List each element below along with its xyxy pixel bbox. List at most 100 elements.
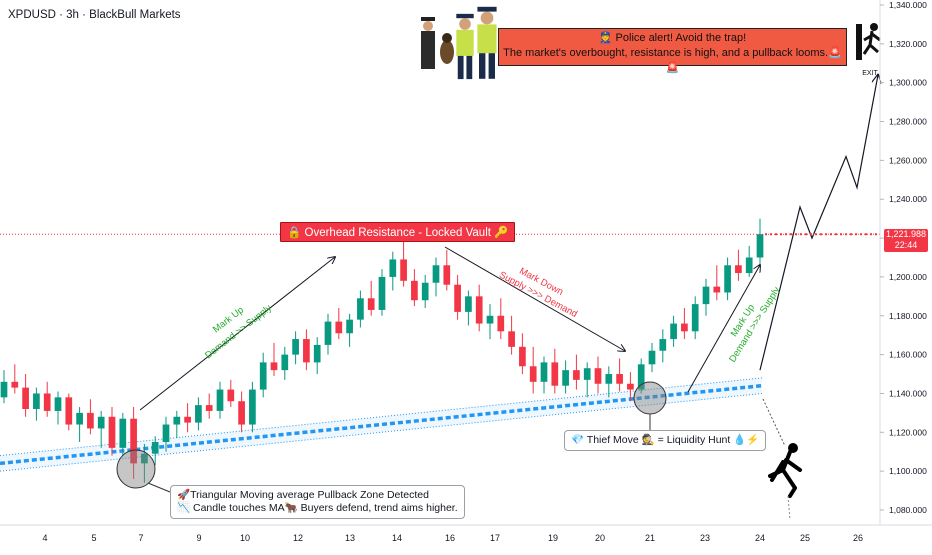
candle bbox=[681, 308, 688, 340]
candle-body bbox=[367, 298, 375, 310]
chart-title: XPDUSD · 3h · BlackBull Markets bbox=[8, 9, 181, 21]
candle bbox=[65, 393, 73, 431]
x-tick-label: 24 bbox=[755, 533, 765, 543]
candle bbox=[411, 269, 418, 307]
figure-leg bbox=[479, 53, 486, 79]
mark-up-arrow-2 bbox=[687, 265, 760, 393]
y-tick-label: 1,280.000 bbox=[889, 117, 927, 127]
candle bbox=[573, 354, 580, 390]
candle-body bbox=[205, 405, 213, 411]
candle bbox=[475, 284, 483, 332]
figure-vest bbox=[477, 24, 497, 54]
candle-body bbox=[562, 370, 569, 386]
candle-body bbox=[659, 339, 667, 351]
candle bbox=[627, 372, 634, 402]
candle bbox=[421, 274, 429, 308]
candle-body bbox=[670, 323, 677, 340]
candle-body bbox=[346, 319, 353, 334]
candle-body bbox=[119, 418, 127, 448]
candle bbox=[389, 251, 397, 291]
figure-vest bbox=[456, 29, 474, 56]
candle bbox=[670, 315, 677, 347]
mark-down-arrow bbox=[444, 246, 625, 351]
candle-body bbox=[303, 339, 310, 363]
y-tick-label: 1,240.000 bbox=[889, 194, 927, 204]
candle-body bbox=[637, 364, 645, 390]
candle bbox=[162, 416, 170, 452]
candle-body bbox=[486, 315, 494, 324]
candle bbox=[249, 381, 256, 433]
candle-body bbox=[238, 401, 245, 425]
candle-body bbox=[33, 393, 40, 409]
candle-body bbox=[454, 284, 461, 312]
candle bbox=[335, 308, 343, 340]
x-tick-label: 16 bbox=[445, 533, 455, 543]
x-tick-label: 10 bbox=[240, 533, 250, 543]
candle bbox=[313, 337, 321, 375]
candle-body bbox=[87, 412, 94, 429]
candle bbox=[616, 358, 623, 392]
candle-body bbox=[227, 389, 235, 402]
tma-annotation: 🚀Triangular Moving average Pullback Zone… bbox=[170, 485, 465, 519]
candle-body bbox=[281, 354, 289, 371]
candle bbox=[637, 358, 645, 394]
candle bbox=[43, 381, 51, 417]
dog-body bbox=[440, 40, 454, 64]
x-tick-label: 26 bbox=[853, 533, 863, 543]
exit-icon: EXIT bbox=[856, 23, 881, 77]
candle-body bbox=[400, 259, 407, 281]
candle-body bbox=[249, 389, 256, 425]
candle-body bbox=[465, 296, 472, 312]
x-tick-label: 5 bbox=[91, 533, 96, 543]
thief-climber-icon bbox=[768, 443, 802, 521]
candle-body bbox=[0, 381, 8, 398]
candle bbox=[648, 342, 656, 373]
y-tick-label: 1,300.000 bbox=[889, 78, 927, 88]
candle bbox=[281, 346, 289, 380]
candle bbox=[195, 397, 202, 431]
candle bbox=[594, 356, 602, 394]
candle bbox=[11, 364, 19, 394]
candle-body bbox=[195, 405, 202, 423]
last-price-value: 1,221.988 bbox=[885, 229, 927, 239]
candle bbox=[173, 410, 181, 439]
rope-line bbox=[762, 398, 786, 447]
figure-leg bbox=[457, 55, 464, 80]
y-tick-label: 1,140.000 bbox=[889, 388, 927, 398]
candle bbox=[270, 342, 278, 376]
y-tick-label: 1,100.000 bbox=[889, 466, 927, 476]
x-tick-label: 19 bbox=[548, 533, 558, 543]
candle-body bbox=[627, 383, 634, 390]
candle bbox=[259, 352, 267, 398]
candle-body bbox=[378, 276, 386, 310]
x-tick-label: 21 bbox=[645, 533, 655, 543]
x-tick-label: 17 bbox=[490, 533, 500, 543]
candle-body bbox=[540, 362, 548, 382]
candle-body bbox=[691, 304, 699, 332]
candle bbox=[735, 249, 742, 281]
thief-move-annotation: 💎 Thief Move 🕵️ = Liquidity Hunt 💧⚡ bbox=[564, 430, 767, 451]
candle-body bbox=[43, 393, 51, 411]
police-alert-box: 👮 Police alert! Avoid the trap! The mark… bbox=[498, 28, 847, 74]
candle bbox=[367, 280, 375, 316]
exit-label: EXIT bbox=[862, 70, 878, 77]
x-tick-label: 9 bbox=[196, 533, 201, 543]
figure-leg bbox=[488, 53, 495, 79]
figure-cap bbox=[477, 6, 497, 12]
candle bbox=[0, 370, 8, 404]
candle bbox=[292, 331, 299, 365]
police-officer-icon bbox=[456, 13, 474, 80]
candle-body bbox=[173, 416, 181, 425]
figure-coat bbox=[421, 31, 435, 69]
candle bbox=[76, 407, 83, 443]
candle bbox=[238, 391, 245, 433]
candle bbox=[205, 393, 213, 419]
x-tick-label: 25 bbox=[800, 533, 810, 543]
candle bbox=[400, 241, 407, 287]
candle bbox=[227, 379, 235, 408]
mark-up-arrow-1 bbox=[139, 257, 335, 411]
candle bbox=[119, 412, 127, 456]
y-tick-label: 1,180.000 bbox=[889, 311, 927, 321]
